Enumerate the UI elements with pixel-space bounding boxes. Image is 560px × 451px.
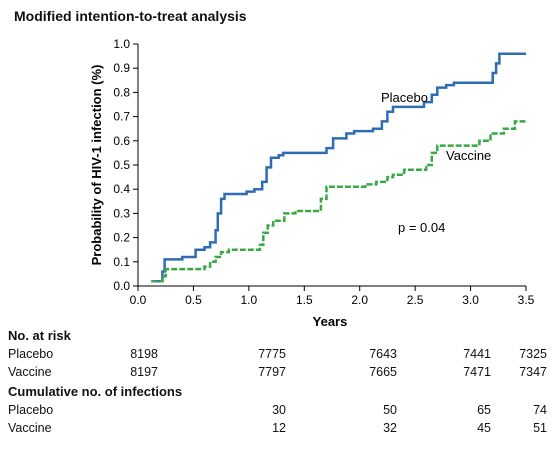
table-cell: 30 <box>272 403 286 417</box>
table-cell: 32 <box>383 421 397 435</box>
table-cell: 7797 <box>258 365 286 379</box>
y-tick-label: 0.2 <box>113 231 130 245</box>
p-value-annotation: p = 0.04 <box>398 220 445 235</box>
series-label-placebo: Placebo <box>381 90 428 105</box>
y-axis-label: Probability of HIV-1 infection (%) <box>89 65 104 266</box>
series-line-vaccine <box>151 120 526 283</box>
series-label-vaccine: Vaccine <box>446 148 491 163</box>
km-plot: 0.0 0.1 0.2 0.3 0.4 0.5 0.6 0.7 0.8 0.9 1.0 0.0 0.5 1… <box>89 37 535 329</box>
x-tick-label: 2.0 <box>351 293 368 307</box>
x-tick-label: 3.0 <box>462 293 479 307</box>
table-cell: 7471 <box>463 365 491 379</box>
cum-row-vaccine: Vaccine 12 32 45 51 <box>0 421 560 439</box>
series-line-placebo <box>151 52 526 283</box>
y-tick-label: 0.1 <box>113 255 130 269</box>
table-cell: 7775 <box>258 347 286 361</box>
risk-row-vaccine: Vaccine 8197 7797 7665 7471 7347 <box>0 365 560 383</box>
y-tick-label: 0.7 <box>113 110 130 124</box>
y-tick-label: 0.8 <box>113 85 130 99</box>
table-cell: 45 <box>477 421 491 435</box>
series-layer <box>151 52 526 283</box>
risk-row-placebo: Placebo 8198 7775 7643 7441 7325 <box>0 347 560 365</box>
table-cell: 51 <box>533 421 547 435</box>
x-tick-label: 0.0 <box>130 293 147 307</box>
x-tick-label: 1.0 <box>241 293 258 307</box>
y-tick-label: 0.6 <box>113 134 130 148</box>
x-tick-label: 1.5 <box>296 293 313 307</box>
table-cell: 7347 <box>519 365 547 379</box>
y-tick-label: 1.0 <box>113 37 130 51</box>
table-cell: 7325 <box>519 347 547 361</box>
table-cell: 7441 <box>463 347 491 361</box>
cum-row-placebo: Placebo 30 50 65 74 <box>0 403 560 421</box>
x-tick-label: 0.5 <box>185 293 202 307</box>
table-cell: 50 <box>383 403 397 417</box>
y-tick-label: 0.9 <box>113 61 130 75</box>
cumulative-header: Cumulative no. of infections <box>8 384 183 399</box>
x-tick-label: 2.5 <box>407 293 424 307</box>
chart-title: Modified intention-to-treat analysis <box>14 8 247 24</box>
y-tick-label: 0.0 <box>113 279 130 293</box>
y-tick-label: 0.5 <box>113 158 130 172</box>
y-tick-label: 0.4 <box>113 182 130 196</box>
row-label: Placebo <box>8 403 54 417</box>
table-cell: 12 <box>272 421 286 435</box>
table-cell: 74 <box>533 403 547 417</box>
table-cell: 8198 <box>130 347 158 361</box>
table-cell: 7643 <box>369 347 397 361</box>
axes: 0.0 0.1 0.2 0.3 0.4 0.5 0.6 0.7 0.8 0.9 1.0 0.0 0.5 1… <box>113 37 534 307</box>
x-axis-label: Years <box>313 314 348 329</box>
row-label: Placebo <box>8 347 54 361</box>
table-cell: 8197 <box>130 365 158 379</box>
y-tick-label: 0.3 <box>113 206 130 220</box>
table-cell: 65 <box>477 403 491 417</box>
row-label: Vaccine <box>8 365 52 379</box>
risk-header: No. at risk <box>8 328 71 343</box>
x-tick-label: 3.5 <box>518 293 535 307</box>
row-label: Vaccine <box>8 421 52 435</box>
table-cell: 7665 <box>369 365 397 379</box>
